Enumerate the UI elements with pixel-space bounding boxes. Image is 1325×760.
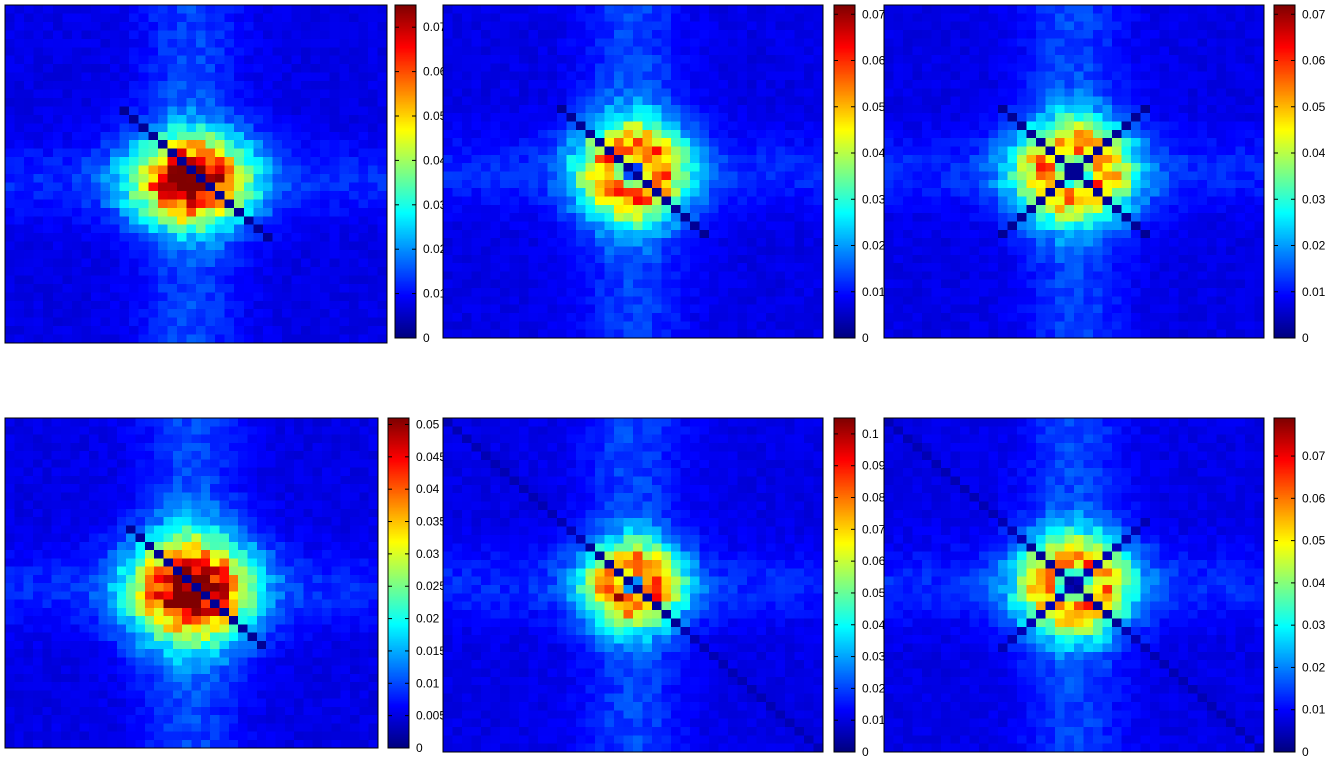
colorbar-tick-label: 0.04	[1302, 146, 1325, 160]
colorbar-tick-label: 0.06	[862, 54, 886, 68]
colorbar-tick-label: 0.04	[862, 146, 886, 160]
colorbar-tick-label: 0.06	[1302, 491, 1325, 505]
colorbar-frame	[387, 417, 410, 749]
colorbar	[388, 418, 409, 748]
colorbar	[395, 5, 416, 338]
colorbar-tick-label: 0.01	[1302, 703, 1325, 717]
heatmap-grid	[5, 5, 387, 343]
colorbar-tick-label: 0.07	[1302, 7, 1325, 21]
heatmap-panel-1: 0 0.01 0.02 0.03 0.04 0.05 0.06 0.07	[4, 4, 447, 345]
colorbar-tick-label: 0	[862, 331, 869, 345]
colorbar-tick-label: 0.005	[416, 709, 446, 723]
colorbar-tick-label: 0.01	[1302, 285, 1325, 299]
colorbar-tick-label: 0	[1302, 331, 1309, 345]
colorbar-tick-label: 0.02	[1302, 239, 1325, 253]
colorbar-tick-label: 0.05	[1302, 534, 1325, 548]
heatmap-panel-3: 0 0.01 0.02 0.03 0.04 0.05 0.06 0.07	[883, 4, 1325, 345]
colorbar-tick-label: 0	[416, 741, 423, 755]
heatmap-grid	[884, 418, 1264, 752]
colorbar-tick-label: 0.045	[416, 450, 446, 464]
colorbar-frame	[833, 417, 856, 753]
colorbar-tick-label: 0.015	[416, 644, 446, 658]
heatmap-grid	[5, 418, 378, 748]
colorbar	[834, 418, 855, 752]
colorbar	[834, 5, 855, 338]
colorbar-tick-label: 0.01	[862, 285, 886, 299]
colorbar-tick-label: 0.05	[423, 109, 447, 123]
colorbar-tick-label: 0.05	[416, 417, 440, 431]
colorbar-tick-label: 0	[423, 331, 430, 345]
heatmap-panel-2: 0 0.01 0.02 0.03 0.04 0.05 0.06 0.07	[442, 4, 886, 345]
colorbar-tick-label: 0.035	[416, 515, 446, 529]
colorbar-tick-label: 0.02	[862, 239, 886, 253]
heatmap-grid	[443, 5, 823, 338]
colorbar-tick-label: 0.07	[862, 522, 886, 536]
colorbar-frame	[1273, 417, 1296, 753]
colorbar-tick-label: 0.04	[862, 618, 886, 632]
colorbar-tick-label: 0.05	[862, 586, 886, 600]
colorbar-tick-label: 0.03	[862, 192, 886, 206]
colorbar-tick-label: 0.03	[1302, 618, 1325, 632]
colorbar-tick-label: 0.01	[416, 676, 440, 690]
colorbar-tick-label: 0.025	[416, 579, 446, 593]
colorbar-tick-label: 0.06	[423, 65, 447, 79]
colorbar-tick-label: 0.01	[423, 287, 447, 301]
colorbar-tick-label: 0.02	[416, 612, 440, 626]
colorbar-tick-label: 0.05	[1302, 100, 1325, 114]
heatmap-grid	[443, 418, 823, 752]
colorbar-tick-label: 0.01	[862, 713, 886, 727]
colorbar-tick-label: 0.03	[423, 198, 447, 212]
heatmap-frame	[442, 4, 824, 339]
heatmap-panel-4: 0 0.005 0.01 0.015 0.02 0.025 0.03 0.035 0.04 0.0…	[4, 417, 446, 755]
colorbar-tick-label: 0.06	[862, 554, 886, 568]
colorbar-tick-label: 0.04	[416, 482, 440, 496]
colorbar-tick-label: 0.06	[1302, 54, 1325, 68]
colorbar-tick-label: 0.02	[862, 681, 886, 695]
colorbar-tick-label: 0.03	[862, 650, 886, 664]
heatmap-panel-5: 0 0.01 0.02 0.03 0.04 0.05 0.06 0.07 0.08 0.09 0.1	[442, 417, 886, 759]
colorbar-tick-label: 0.02	[423, 242, 447, 256]
heatmap-frame	[883, 417, 1265, 753]
colorbar-tick-label: 0.02	[1302, 660, 1325, 674]
colorbar-tick-label: 0.1	[862, 427, 879, 441]
colorbar-frame	[1273, 4, 1296, 339]
colorbar-tick-label: 0.04	[423, 153, 447, 167]
heatmap-panel-6: 0 0.01 0.02 0.03 0.04 0.05 0.06 0.07	[883, 417, 1325, 759]
colorbar-tick-label: 0.03	[416, 547, 440, 561]
colorbar	[1274, 418, 1295, 752]
colorbar-tick-label: 0.08	[862, 491, 886, 505]
heatmap-frame	[4, 4, 388, 344]
colorbar-tick-label: 0.03	[1302, 192, 1325, 206]
colorbar-tick-label: 0.09	[862, 459, 886, 473]
colorbar-tick-label: 0.07	[1302, 449, 1325, 463]
colorbar-tick-label: 0.05	[862, 100, 886, 114]
colorbar-tick-label: 0.04	[1302, 576, 1325, 590]
colorbar-frame	[833, 4, 856, 339]
colorbar-tick-label: 0.07	[423, 20, 447, 34]
colorbar	[1274, 5, 1295, 338]
colorbar-frame	[394, 4, 417, 339]
colorbar-tick-label: 0.07	[862, 7, 886, 21]
heatmap-frame	[442, 417, 824, 753]
heatmap-frame	[4, 417, 379, 749]
colorbar-tick-label: 0	[862, 745, 869, 759]
heatmap-grid	[884, 5, 1264, 338]
heatmap-frame	[883, 4, 1265, 339]
colorbar-tick-label: 0	[1302, 745, 1309, 759]
